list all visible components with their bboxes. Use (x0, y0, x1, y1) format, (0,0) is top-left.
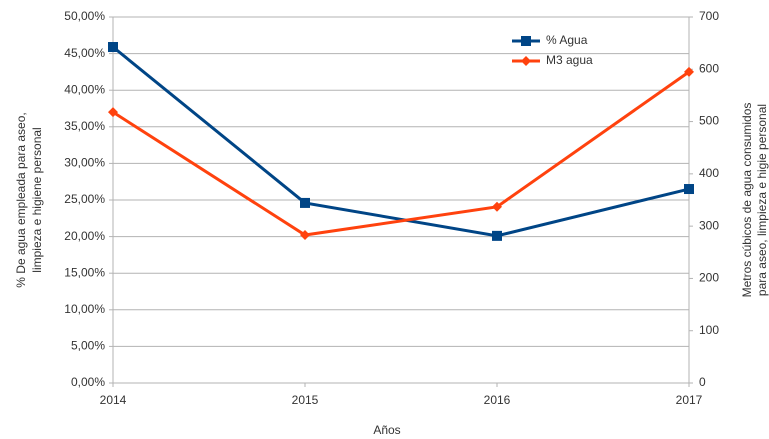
y-tick-label: 20,00% (64, 229, 105, 243)
legend-marker (521, 56, 531, 66)
y2-axis-title: para aseo, limpieza e higie personal (755, 104, 769, 296)
x-tick-label: 2014 (100, 393, 127, 407)
x-tick-label: 2015 (292, 393, 319, 407)
y-axis-title: % De agua empleada para aseo, (14, 112, 28, 287)
legend-label: M3 agua (546, 53, 593, 67)
data-point (492, 201, 502, 212)
y2-tick-label: 100 (699, 323, 719, 337)
series-line (112, 45, 690, 238)
data-point (108, 42, 118, 53)
data-point (492, 230, 502, 241)
y-tick-label: 45,00% (64, 46, 105, 60)
data-point (300, 230, 310, 241)
y2-axis-title-group: Metros cúbicos de agua consumidos para a… (740, 103, 769, 298)
x-tick-label: 2016 (484, 393, 511, 407)
legend-marker (521, 36, 531, 46)
y-tick-label: 10,00% (64, 302, 105, 316)
y2-tick-label: 200 (699, 271, 719, 285)
series-line (112, 70, 690, 237)
y-tick-label: 30,00% (64, 156, 105, 170)
y-tick-label: 5,00% (71, 339, 105, 353)
data-point (108, 107, 118, 118)
y2-tick-label: 600 (699, 61, 719, 75)
x-axis-title: Años (373, 423, 400, 437)
y2-tick-label: 500 (699, 114, 719, 128)
y2-tick-label: 700 (699, 9, 719, 23)
y-axis-title: limpieza e higiene personal (30, 127, 44, 272)
y-tick-label: 35,00% (64, 119, 105, 133)
y-tick-label: 50,00% (64, 9, 105, 23)
y2-tick-label: 400 (699, 166, 719, 180)
y-tick-label: 15,00% (64, 265, 105, 279)
legend-label: % Agua (546, 33, 588, 47)
data-point (684, 184, 694, 195)
data-point (300, 197, 310, 208)
y2-axis-title: Metros cúbicos de agua consumidos (740, 103, 754, 298)
y-tick-label: 0,00% (71, 375, 105, 389)
data-point (684, 66, 694, 77)
y-tick-label: 25,00% (64, 192, 105, 206)
y-tick-label: 40,00% (64, 82, 105, 96)
x-tick-label: 2017 (676, 393, 703, 407)
y2-tick-label: 0 (699, 375, 706, 389)
y2-tick-label: 300 (699, 218, 719, 232)
